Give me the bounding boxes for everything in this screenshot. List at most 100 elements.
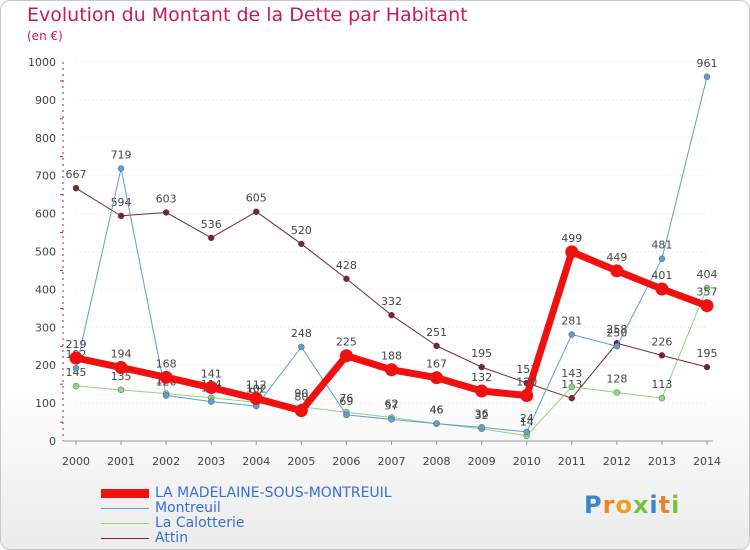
data-point-montreuil	[162, 392, 170, 399]
data-point-montreuil	[658, 255, 666, 262]
data-point-la-madelaine-sous-montreuil	[114, 360, 128, 374]
data-point-attin	[343, 275, 350, 282]
y-tick-label: 600	[35, 208, 56, 221]
data-point-la-madelaine-sous-montreuil	[204, 381, 218, 395]
data-point-la-madelaine-sous-montreuil	[610, 264, 624, 278]
x-tick-label: 2010	[513, 455, 541, 468]
data-label-montreuil: 69	[339, 395, 353, 408]
x-tick-label: 2001	[107, 455, 135, 468]
data-label-la-madelaine-sous-montreuil: 141	[201, 368, 222, 381]
data-label-attin: 667	[66, 168, 87, 181]
data-label-attin: 603	[156, 192, 177, 205]
data-point-montreuil	[388, 416, 395, 423]
line-chart: 0 100 200 300 400 500 600 700 800 900 1000 2000 2001…	[28, 56, 721, 468]
x-tick-label: 2002	[152, 455, 180, 468]
legend-swatch-calotterie	[101, 523, 149, 524]
data-label-montreuil: 719	[111, 148, 132, 161]
data-label-la-madelaine-sous-montreuil: 219	[66, 338, 87, 351]
data-point-attin	[658, 352, 666, 359]
data-label-attin: 605	[246, 192, 267, 205]
data-label-montreuil: 481	[651, 239, 672, 252]
data-label-la-madelaine-sous-montreuil: 357	[697, 286, 718, 299]
data-point-la-madelaine-sous-montreuil	[159, 370, 173, 384]
x-tick-label: 2014	[693, 455, 721, 468]
logo-letter: t	[658, 491, 672, 519]
logo-letter: x	[632, 491, 650, 519]
y-tick-label: 700	[35, 170, 56, 183]
data-label-montreuil: 250	[606, 326, 627, 339]
data-label-la-calotterie: 62	[385, 398, 399, 411]
data-label-la-madelaine-sous-montreuil: 168	[156, 357, 177, 370]
data-point-montreuil	[343, 411, 350, 419]
logo-letter: o	[615, 491, 633, 519]
data-point-montreuil	[298, 343, 305, 351]
data-point-la-madelaine-sous-montreuil	[339, 349, 353, 363]
x-tick-label: 2000	[62, 455, 90, 468]
data-label-montreuil: 36	[475, 407, 489, 420]
data-label-montreuil: 248	[291, 327, 312, 340]
data-point-la-calotterie	[703, 284, 711, 292]
data-point-la-calotterie	[72, 382, 80, 390]
data-label-la-madelaine-sous-montreuil: 112	[246, 379, 267, 392]
data-label-attin: 594	[111, 196, 132, 209]
data-point-la-calotterie	[658, 394, 666, 402]
chart-title: Evolution du Montant de la Dette par Hab…	[27, 4, 468, 26]
data-label-montreuil: 46	[430, 404, 444, 417]
data-label-attin: 520	[291, 224, 312, 237]
y-tick-label: 100	[35, 397, 56, 410]
data-label-la-calotterie: 128	[606, 372, 627, 385]
data-point-la-madelaine-sous-montreuil	[565, 245, 579, 259]
proxiti-logo: Proxiti	[584, 491, 680, 519]
y-tick-label: 500	[35, 246, 56, 259]
x-tick-label: 2009	[468, 455, 496, 468]
data-point-montreuil	[613, 343, 621, 350]
data-label-attin: 536	[201, 218, 222, 231]
data-label-la-calotterie: 145	[66, 366, 87, 379]
data-label-la-calotterie: 76	[339, 392, 353, 405]
x-tick-label: 2011	[558, 455, 586, 468]
data-label-la-madelaine-sous-montreuil: 401	[651, 269, 672, 282]
x-tick-label: 2003	[197, 455, 225, 468]
legend-label-madelaine: LA MADELAINE-SOUS-MONTREUIL	[155, 485, 392, 501]
data-label-la-madelaine-sous-montreuil: 132	[471, 371, 492, 384]
data-label-attin: 195	[471, 347, 492, 360]
logo-letter: i	[649, 491, 659, 519]
data-point-attin	[117, 212, 125, 220]
data-point-attin	[568, 394, 575, 402]
data-label-montreuil: 57	[385, 399, 399, 412]
data-label-la-madelaine-sous-montreuil: 167	[426, 358, 447, 371]
data-label-attin: 258	[606, 323, 627, 336]
x-tick-label: 2008	[423, 455, 451, 468]
data-label-montreuil: 281	[561, 315, 582, 328]
data-point-attin	[478, 363, 485, 371]
y-tick-label: 200	[35, 359, 56, 372]
data-point-montreuil	[72, 365, 80, 372]
x-tick-label: 2013	[648, 455, 676, 468]
data-label-la-madelaine-sous-montreuil: 499	[561, 232, 582, 245]
data-point-la-calotterie	[117, 386, 125, 394]
data-label-attin: 251	[426, 326, 447, 339]
data-point-attin	[253, 208, 260, 215]
data-label-montreuil: 24	[520, 412, 534, 425]
x-tick-label: 2007	[378, 455, 406, 468]
y-tick-label: 900	[35, 94, 56, 107]
data-point-la-madelaine-sous-montreuil	[294, 404, 308, 418]
x-tick-label: 2006	[332, 455, 360, 468]
data-point-la-madelaine-sous-montreuil	[700, 299, 714, 313]
x-tick-label: 2004	[242, 455, 270, 468]
data-point-la-madelaine-sous-montreuil	[475, 384, 489, 398]
data-label-attin: 226	[651, 335, 672, 348]
data-label-la-calotterie: 46	[430, 404, 444, 417]
data-point-montreuil	[208, 398, 215, 405]
y-tick-label: 300	[35, 321, 56, 334]
y-tick-label: 0	[49, 435, 56, 448]
x-tick-label: 2005	[287, 455, 315, 468]
legend-label-attin: Attin	[155, 530, 189, 546]
data-point-montreuil	[523, 428, 530, 436]
data-label-la-calotterie: 143	[561, 367, 582, 380]
data-label-montreuil: 961	[697, 57, 718, 70]
data-label-la-madelaine-sous-montreuil: 80	[294, 391, 308, 404]
data-point-montreuil	[117, 165, 125, 172]
data-label-la-calotterie: 32	[475, 409, 489, 422]
